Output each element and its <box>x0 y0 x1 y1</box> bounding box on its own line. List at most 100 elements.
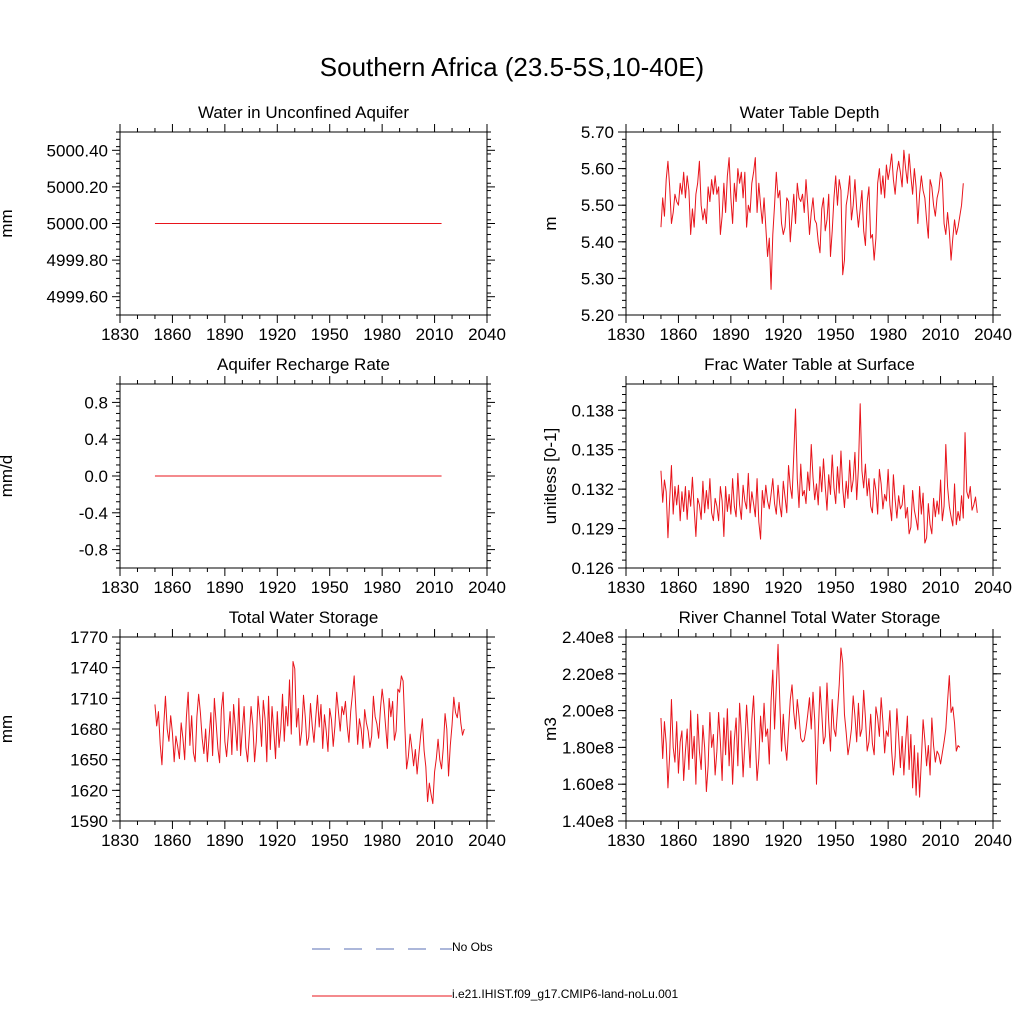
y-tick-label: 4999.80 <box>47 251 108 270</box>
y-tick-label: 1680 <box>70 720 108 739</box>
plot-frame <box>119 636 488 822</box>
figure-title: Southern Africa (23.5-5S,10-40E) <box>319 52 705 82</box>
panel-5: Total Water Storage 1830 1860 1890 1920 1950 1… <box>0 608 506 850</box>
y-tick-label: 5.70 <box>581 123 614 142</box>
panel-title: Water in Unconfined Aquifer <box>198 103 409 122</box>
x-tick-label: 1950 <box>817 831 855 850</box>
panel-6: River Channel Total Water Storage 1830 186… <box>541 608 1012 850</box>
y-tick-label: 1650 <box>70 751 108 770</box>
panel-3: Aquifer Recharge Rate 1830 1860 1890 1920 195… <box>0 355 506 597</box>
legend-label-obs: No Obs <box>452 940 493 954</box>
panel-title: Frac Water Table at Surface <box>704 355 915 374</box>
series-line-1 <box>660 149 964 290</box>
x-tick-label: 2010 <box>416 831 454 850</box>
x-tick-label: 1920 <box>258 831 296 850</box>
plot-frame <box>625 131 994 316</box>
y-tick-label: 5.60 <box>581 160 614 179</box>
y-tick-label: 2.40e8 <box>562 628 614 647</box>
panel-4: Frac Water Table at Surface 1830 1860 1890 1… <box>541 355 1012 597</box>
x-tick-label: 1950 <box>311 831 349 850</box>
y-tick-label: 0.126 <box>571 559 614 578</box>
y-tick-label: 0.4 <box>84 430 108 449</box>
x-tick-label: 1950 <box>817 578 855 597</box>
y-tick-label: -0.4 <box>79 504 108 523</box>
y-tick-label: 5.30 <box>581 269 614 288</box>
x-tick-label: 1830 <box>607 578 645 597</box>
x-tick-label: 2040 <box>974 578 1012 597</box>
y-tick-label: 5.40 <box>581 233 614 252</box>
legend-label-model: i.e21.IHIST.f09_g17.CMIP6-land-noLu.001 <box>452 987 679 1001</box>
y-tick-label: 0.0 <box>84 467 108 486</box>
y-tick-label: 1710 <box>70 689 108 708</box>
x-tick-label: 1980 <box>363 325 401 344</box>
x-tick-label: 1950 <box>311 578 349 597</box>
y-axis-label: unitless [0-1] <box>541 428 560 524</box>
x-tick-label: 1920 <box>258 578 296 597</box>
panel-title: Water Table Depth <box>740 103 880 122</box>
x-tick-label: 1980 <box>869 325 907 344</box>
y-tick-label: 5000.40 <box>47 141 108 160</box>
x-tick-label: 1860 <box>660 578 698 597</box>
x-tick-label: 1980 <box>363 578 401 597</box>
x-tick-label: 1920 <box>764 831 802 850</box>
x-tick-label: 1860 <box>660 831 698 850</box>
x-tick-label: 1890 <box>206 578 244 597</box>
y-tick-label: 2.20e8 <box>562 665 614 684</box>
x-tick-label: 1890 <box>712 325 750 344</box>
y-tick-label: 5.20 <box>581 306 614 325</box>
x-tick-label: 2010 <box>416 578 454 597</box>
y-tick-label: 1590 <box>70 812 108 831</box>
y-tick-label: 1.80e8 <box>562 738 614 757</box>
series-line-1 <box>660 643 961 798</box>
x-tick-label: 1980 <box>869 831 907 850</box>
y-tick-label: 1770 <box>70 628 108 647</box>
y-axis-label: mm <box>0 715 16 743</box>
x-tick-label: 1980 <box>363 831 401 850</box>
x-tick-label: 2010 <box>922 831 960 850</box>
y-tick-label: 5.50 <box>581 196 614 215</box>
x-tick-label: 2010 <box>922 578 960 597</box>
x-tick-label: 2010 <box>416 325 454 344</box>
y-tick-label: 0.132 <box>571 480 614 499</box>
x-tick-label: 2040 <box>468 831 506 850</box>
y-tick-label: 0.129 <box>571 520 614 539</box>
x-tick-label: 1890 <box>712 578 750 597</box>
y-tick-label: 5000.20 <box>47 178 108 197</box>
x-tick-label: 1920 <box>258 325 296 344</box>
plot-frame <box>625 383 994 569</box>
x-tick-label: 2040 <box>974 325 1012 344</box>
legend-swatch-solid <box>312 995 452 997</box>
x-tick-label: 2040 <box>974 831 1012 850</box>
y-tick-label: 0.135 <box>571 441 614 460</box>
legend-entry-model: i.e21.IHIST.f09_g17.CMIP6-land-noLu.001 <box>312 985 752 1005</box>
plot-frame <box>625 636 994 822</box>
y-axis-label: mm <box>0 209 16 237</box>
x-tick-label: 1860 <box>660 325 698 344</box>
x-tick-label: 1920 <box>764 578 802 597</box>
y-axis-label: m3 <box>541 717 560 741</box>
legend-swatch-dashed <box>312 948 452 950</box>
x-tick-label: 1890 <box>206 831 244 850</box>
x-tick-label: 1830 <box>607 325 645 344</box>
y-axis-label: m <box>541 216 560 230</box>
y-tick-label: 1740 <box>70 659 108 678</box>
y-tick-label: 5000.00 <box>47 215 108 234</box>
panel-2: Water Table Depth 1830 1860 1890 1920 1950 198… <box>541 103 1012 344</box>
y-tick-label: 2.00e8 <box>562 702 614 721</box>
y-tick-label: -0.8 <box>79 541 108 560</box>
y-tick-label: 1.40e8 <box>562 812 614 831</box>
x-tick-label: 1860 <box>154 831 192 850</box>
x-tick-label: 1890 <box>712 831 750 850</box>
series-line-1 <box>660 403 978 544</box>
x-tick-label: 1950 <box>817 325 855 344</box>
x-tick-label: 1830 <box>101 831 139 850</box>
legend-entry-obs: No Obs <box>312 938 712 958</box>
x-tick-label: 1950 <box>311 325 349 344</box>
x-tick-label: 2010 <box>922 325 960 344</box>
x-tick-label: 2040 <box>468 325 506 344</box>
x-tick-label: 1920 <box>764 325 802 344</box>
x-tick-label: 2040 <box>468 578 506 597</box>
x-tick-label: 1860 <box>154 578 192 597</box>
y-axis-label: mm/d <box>0 455 16 498</box>
